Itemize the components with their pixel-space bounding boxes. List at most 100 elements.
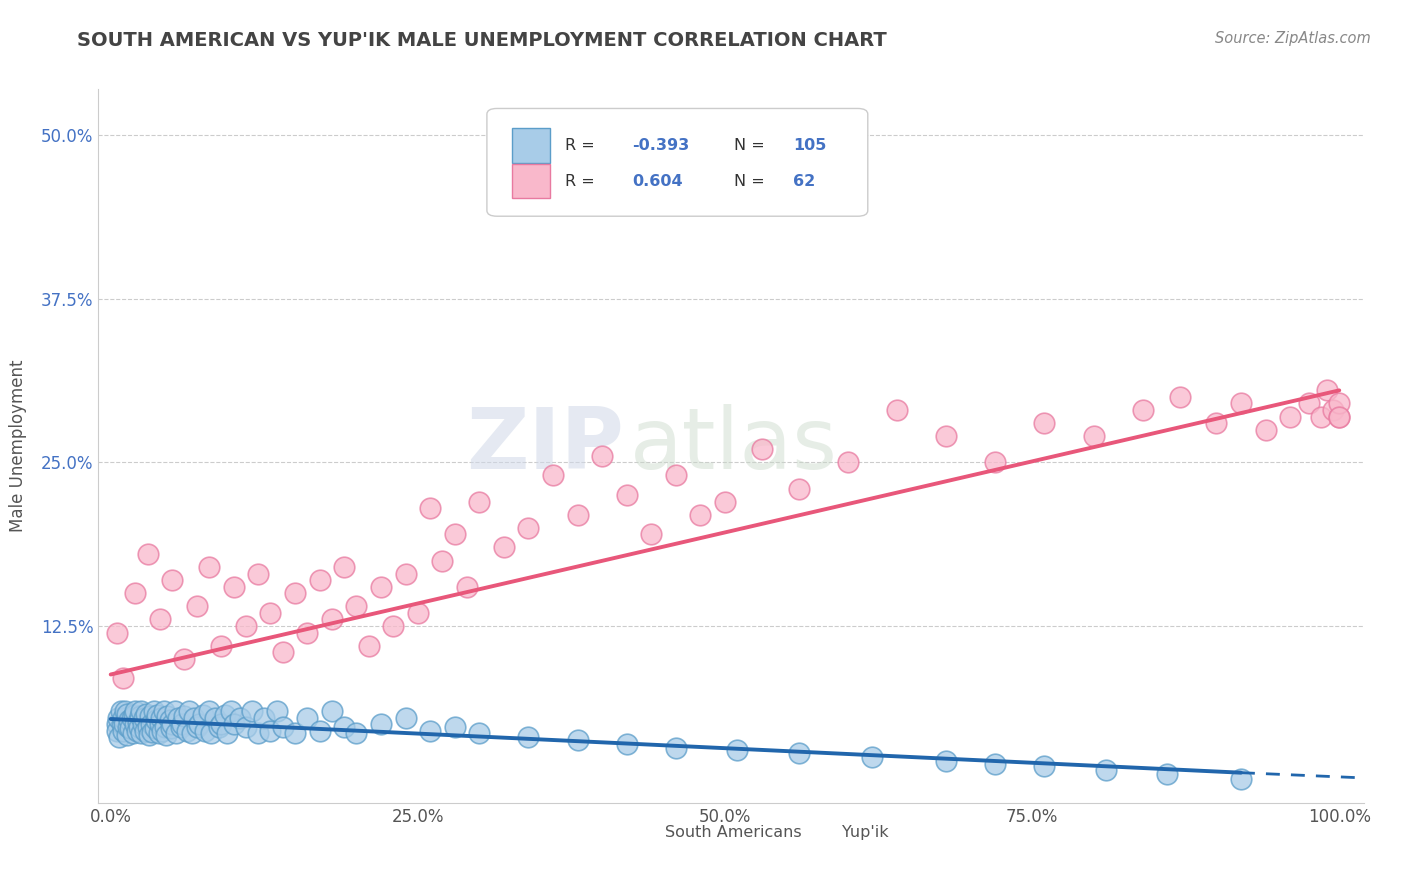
Point	[131, 717, 153, 731]
Point	[146, 708, 169, 723]
Point	[1168, 390, 1191, 404]
Point	[200, 726, 222, 740]
Point	[111, 672, 134, 686]
Point	[541, 468, 564, 483]
Point	[124, 704, 146, 718]
Point	[1230, 772, 1253, 787]
Point	[1254, 423, 1277, 437]
Point	[1309, 409, 1331, 424]
Point	[984, 455, 1007, 469]
Point	[419, 723, 441, 738]
Point	[665, 740, 688, 755]
FancyBboxPatch shape	[486, 109, 868, 216]
Text: R =: R =	[565, 138, 595, 153]
Point	[165, 726, 187, 740]
Point	[217, 726, 239, 740]
Point	[266, 704, 288, 718]
Point	[860, 750, 883, 764]
Point	[247, 726, 270, 740]
Point	[1329, 396, 1351, 410]
Point	[228, 711, 250, 725]
Point	[131, 726, 153, 740]
Point	[297, 625, 319, 640]
Point	[111, 723, 134, 738]
Point	[209, 717, 232, 731]
Point	[370, 717, 392, 731]
Point	[344, 726, 367, 740]
Point	[121, 726, 143, 740]
Point	[751, 442, 773, 457]
Point	[370, 580, 392, 594]
Point	[204, 711, 226, 725]
Point	[173, 652, 195, 666]
Point	[108, 731, 131, 745]
Point	[180, 726, 202, 740]
Y-axis label: Male Unemployment: Male Unemployment	[8, 359, 27, 533]
Point	[259, 606, 281, 620]
FancyBboxPatch shape	[801, 815, 837, 842]
Point	[382, 619, 405, 633]
Point	[492, 541, 515, 555]
Point	[194, 723, 217, 738]
Point	[271, 645, 294, 659]
Point	[209, 639, 232, 653]
Text: South Americans: South Americans	[665, 825, 801, 840]
Point	[665, 468, 688, 483]
Point	[222, 580, 245, 594]
Point	[198, 704, 221, 718]
Point	[160, 573, 183, 587]
Point	[886, 403, 908, 417]
Text: SOUTH AMERICAN VS YUP'IK MALE UNEMPLOYMENT CORRELATION CHART: SOUTH AMERICAN VS YUP'IK MALE UNEMPLOYME…	[77, 31, 887, 50]
Point	[1083, 429, 1105, 443]
Text: Source: ZipAtlas.com: Source: ZipAtlas.com	[1215, 31, 1371, 46]
Point	[443, 720, 465, 734]
Point	[640, 527, 662, 541]
Point	[167, 711, 190, 725]
Point	[135, 706, 157, 721]
Point	[117, 720, 139, 734]
Point	[1316, 384, 1339, 398]
Point	[616, 488, 638, 502]
Point	[186, 599, 208, 614]
Point	[259, 723, 281, 738]
Point	[128, 720, 150, 734]
Point	[114, 704, 136, 718]
Point	[132, 711, 155, 725]
Point	[150, 711, 173, 725]
Text: R =: R =	[565, 174, 595, 189]
Point	[141, 717, 163, 731]
Point	[247, 566, 270, 581]
Point	[222, 717, 245, 731]
Point	[517, 731, 540, 745]
Point	[456, 580, 478, 594]
Point	[179, 704, 201, 718]
Point	[112, 717, 135, 731]
Point	[567, 508, 589, 522]
Point	[136, 720, 159, 734]
Point	[118, 714, 141, 728]
Point	[394, 566, 416, 581]
Point	[591, 449, 613, 463]
Point	[160, 721, 183, 735]
Point	[714, 494, 737, 508]
Text: atlas: atlas	[630, 404, 838, 488]
Point	[333, 720, 356, 734]
Point	[143, 721, 166, 735]
Point	[155, 728, 177, 742]
Point	[198, 560, 221, 574]
Point	[1033, 759, 1056, 773]
Point	[176, 723, 198, 738]
Point	[837, 455, 859, 469]
Point	[235, 619, 257, 633]
Point	[105, 723, 128, 738]
Point	[148, 726, 170, 740]
Point	[308, 573, 330, 587]
Point	[725, 743, 748, 757]
Text: Yup'ik: Yup'ik	[842, 825, 889, 840]
Text: 0.604: 0.604	[633, 174, 683, 189]
Point	[1205, 416, 1227, 430]
Point	[110, 704, 132, 718]
FancyBboxPatch shape	[623, 815, 659, 842]
Point	[145, 714, 167, 728]
Point	[160, 717, 183, 731]
